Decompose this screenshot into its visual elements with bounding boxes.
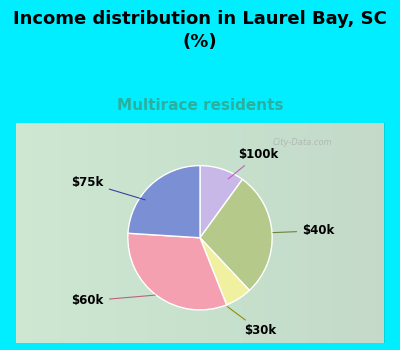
Wedge shape: [200, 180, 272, 290]
Text: City-Data.com: City-Data.com: [272, 138, 332, 147]
Wedge shape: [128, 233, 226, 310]
Text: $30k: $30k: [227, 307, 276, 337]
Text: $75k: $75k: [72, 176, 145, 200]
Text: Multirace residents: Multirace residents: [117, 98, 283, 113]
Wedge shape: [128, 166, 200, 238]
Wedge shape: [200, 238, 249, 305]
Text: $100k: $100k: [228, 148, 278, 179]
Text: Income distribution in Laurel Bay, SC
(%): Income distribution in Laurel Bay, SC (%…: [13, 10, 387, 51]
Text: $40k: $40k: [273, 224, 334, 237]
Wedge shape: [200, 166, 242, 238]
Text: $60k: $60k: [72, 294, 155, 307]
